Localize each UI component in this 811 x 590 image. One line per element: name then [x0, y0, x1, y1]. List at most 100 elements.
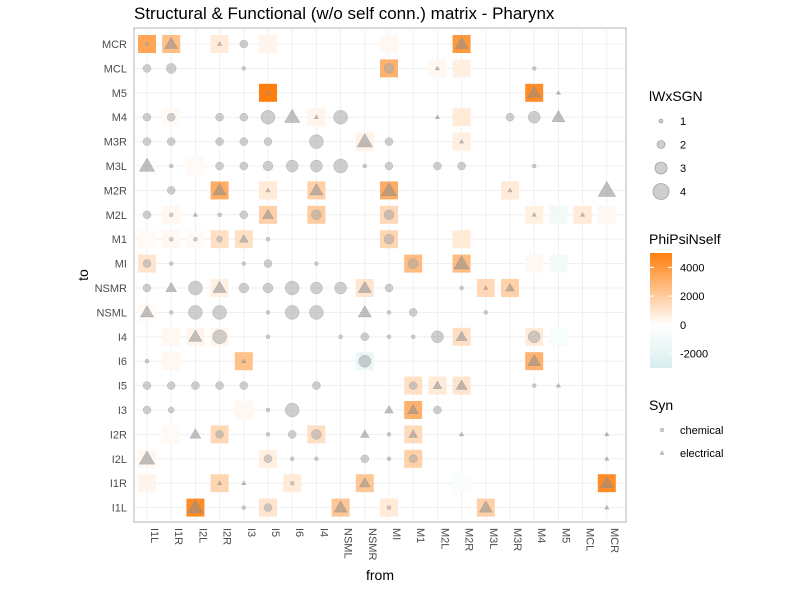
chemical-point [531, 163, 537, 169]
y-tick-label: I6 [118, 356, 127, 368]
legend-size: lWxSGN 1 2 3 4 [649, 88, 703, 200]
chemical-point [483, 310, 489, 315]
electrical-point [380, 181, 398, 196]
electrical-point [313, 114, 320, 119]
y-tick-label: M4 [112, 112, 127, 124]
y-tick-label: I2R [110, 429, 127, 441]
chemical-point [408, 308, 418, 317]
chemical-point [284, 305, 300, 320]
chemical-point [239, 210, 249, 220]
chemical-point [168, 310, 174, 315]
electrical-point [458, 431, 465, 437]
chemical-point [168, 236, 174, 242]
electrical-point [357, 305, 372, 318]
x-tick-label: I5 [269, 528, 281, 537]
x-tick-labels: I1L I1R I2L I2R I3 I5 I6 I4 NSML NSMR MI M1 M2L M2R M3… [148, 528, 620, 560]
y-tick-label: I2L [112, 454, 127, 466]
heat-tile [525, 254, 544, 273]
chemical-point [241, 66, 247, 71]
chemical-point [144, 41, 150, 47]
chemical-point [410, 334, 416, 340]
legend-shape-title: Syn [649, 397, 673, 413]
y-tick-label: MI [115, 259, 127, 271]
electrical-point [333, 500, 348, 513]
x-tick-label: M5 [559, 528, 571, 543]
chemical-point [142, 210, 152, 220]
chemical-point [166, 137, 176, 146]
chemical-point [265, 310, 271, 315]
chemical-point [433, 405, 442, 415]
chemical-point [188, 280, 203, 296]
electrical-point [262, 208, 274, 219]
chemical-point [142, 381, 152, 390]
chemical-point [239, 112, 249, 122]
heat-tile [186, 157, 205, 175]
electrical-point [165, 281, 178, 293]
chemical-point [263, 454, 273, 464]
electrical-point [604, 456, 610, 461]
chemical-point [386, 432, 392, 437]
chemical-point [531, 383, 537, 388]
heat-tile [259, 35, 277, 53]
legend-fill-tick: 0 [680, 320, 686, 332]
chemical-point [263, 137, 273, 146]
electrical-point [527, 353, 542, 367]
chemical-point [238, 282, 250, 294]
x-tick-label: I3 [245, 528, 257, 537]
chemical-point [239, 39, 249, 49]
chemical-point [263, 503, 273, 512]
chemical-point [168, 261, 174, 266]
electrical-point [188, 329, 203, 342]
chart-title: Structural & Functional (w/o self conn.)… [134, 4, 555, 23]
chemical-point [362, 163, 368, 169]
heat-tile [549, 205, 568, 224]
y-tick-label: I1L [112, 503, 127, 515]
heat-tile [549, 254, 568, 273]
electrical-point [527, 85, 542, 98]
chemical-point [285, 159, 299, 173]
chemical-point [284, 402, 300, 418]
x-tick-label: NSML [342, 528, 354, 559]
chemical-point [333, 158, 348, 174]
chemical-point [527, 110, 541, 124]
legend-size-label: 3 [680, 163, 686, 175]
chemical-point [386, 505, 392, 510]
chemical-point [239, 137, 249, 146]
x-tick-label: I1R [172, 528, 184, 545]
x-tick-label: M1 [414, 528, 426, 543]
electrical-point [434, 65, 441, 71]
legend-size-title: lWxSGN [649, 88, 703, 104]
electrical-point [212, 280, 227, 293]
heat-tile [162, 327, 181, 346]
x-tick-label: I2R [221, 528, 233, 545]
chemical-point [383, 209, 395, 221]
chemical-point [384, 137, 394, 146]
chemical-point [408, 454, 418, 464]
heat-tile [549, 327, 568, 346]
legend-shape-label: chemical [680, 425, 723, 437]
chemical-point [168, 212, 174, 218]
chemical-point [289, 480, 295, 486]
x-tick-label: I4 [317, 528, 329, 537]
electrical-point [505, 282, 515, 292]
electrical-point [604, 431, 610, 437]
y-axis-title: to [75, 269, 91, 281]
electrical-point [531, 212, 537, 217]
y-tick-label: NSML [96, 307, 127, 319]
electrical-point [138, 157, 156, 172]
legend-colorbar [650, 253, 672, 368]
y-tick-label: M5 [112, 88, 127, 100]
y-tick-label: MCL [104, 63, 127, 75]
chemical-point [312, 381, 321, 390]
chemical-point [659, 427, 665, 433]
chemical-point [212, 305, 227, 320]
electrical-point [507, 187, 513, 193]
chemical-point [457, 161, 466, 171]
chemical-point [408, 381, 418, 390]
electrical-point [407, 403, 420, 415]
chemical-point [215, 137, 224, 146]
chemical-point [433, 161, 442, 171]
heat-tile [452, 474, 471, 493]
electrical-point [579, 212, 586, 217]
electrical-point [478, 500, 493, 513]
